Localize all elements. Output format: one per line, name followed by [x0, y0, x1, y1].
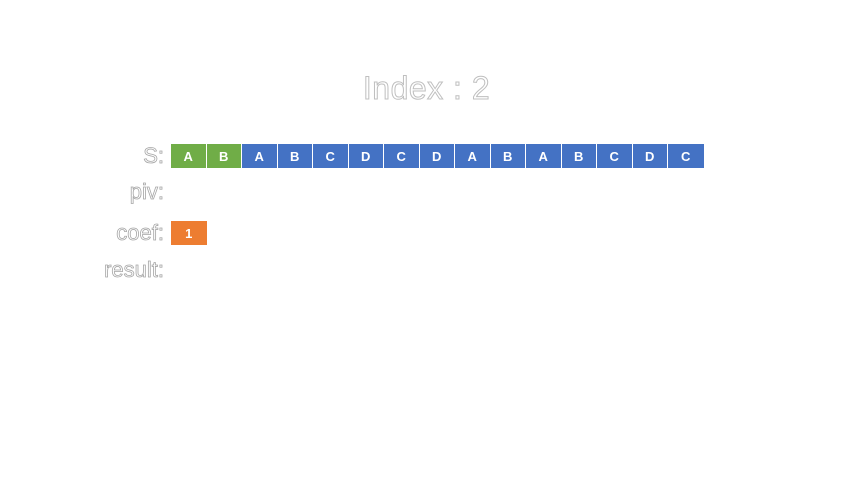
s-cell: B	[561, 144, 597, 168]
result-label: result:	[104, 257, 165, 283]
s-cell: A	[171, 144, 207, 168]
s-cell: B	[206, 144, 242, 168]
s-cell: D	[348, 144, 384, 168]
piv-label: piv:	[129, 179, 164, 205]
s-label: S:	[143, 143, 165, 169]
slide-title: Index : 2	[362, 70, 491, 107]
s-cell: C	[668, 144, 704, 168]
coef-array: 1	[171, 221, 207, 245]
s-cell: D	[632, 144, 668, 168]
coef-cell: 1	[171, 221, 207, 245]
s-cell: B	[490, 144, 526, 168]
s-cell: C	[313, 144, 349, 168]
s-cell: C	[384, 144, 420, 168]
coef-label: coef:	[116, 220, 164, 246]
s-cell: A	[526, 144, 562, 168]
s-cell: A	[455, 144, 491, 168]
s-cell: C	[597, 144, 633, 168]
s-cell: D	[419, 144, 455, 168]
s-cell: B	[277, 144, 313, 168]
s-cell: A	[242, 144, 278, 168]
